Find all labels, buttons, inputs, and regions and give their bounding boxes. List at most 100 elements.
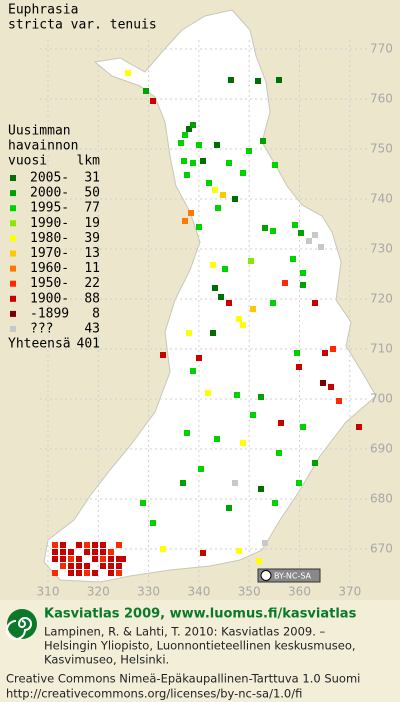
observation-cell — [92, 549, 98, 555]
observation-cell — [300, 424, 306, 430]
legend-count: 19 — [84, 216, 100, 231]
observation-cell — [68, 556, 74, 562]
observation-cell — [60, 556, 66, 562]
observation-cell — [296, 480, 302, 486]
observation-cell — [210, 262, 216, 268]
observation-cell — [190, 160, 196, 166]
legend-label: ??? — [30, 322, 53, 337]
observation-cell — [182, 218, 188, 224]
legend-swatch — [10, 190, 16, 197]
observation-cell — [60, 563, 66, 569]
observation-cell — [294, 350, 300, 356]
legend-count: 43 — [84, 322, 100, 337]
cc-badge-text: BY-NC-SA — [274, 572, 312, 581]
x-coordinate-label: 310 — [37, 585, 60, 599]
observation-cell — [250, 412, 256, 418]
observation-cell — [215, 205, 221, 211]
legend-label: 1950- — [30, 276, 69, 291]
observation-cell — [120, 556, 126, 562]
legend-count: 8 — [92, 306, 100, 321]
observation-cell — [92, 556, 98, 562]
title: stricta var. tenuis — [8, 18, 157, 33]
legend-swatch — [10, 205, 16, 212]
y-coordinate-label: 680 — [370, 492, 393, 506]
observation-cell — [68, 549, 74, 555]
observation-cell — [240, 440, 246, 446]
observation-cell — [100, 549, 106, 555]
observation-cell — [184, 172, 190, 178]
observation-cell — [320, 380, 326, 386]
observation-cell — [272, 162, 278, 168]
legend-label: 2000- — [30, 186, 69, 201]
grid — [40, 40, 368, 585]
legend-count: 22 — [84, 276, 100, 291]
observation-cell — [84, 549, 90, 555]
legend-year-header: vuosi — [8, 154, 47, 169]
y-coordinate-label: 750 — [370, 142, 393, 156]
observation-cell — [140, 500, 146, 506]
observation-cell — [214, 142, 220, 148]
observation-cell — [260, 138, 266, 144]
legend-label: 1980- — [30, 231, 69, 246]
observation-cell — [196, 142, 202, 148]
observation-cell — [68, 570, 74, 576]
legend-swatch — [10, 235, 16, 242]
observation-cell — [262, 540, 268, 546]
observation-cell — [258, 394, 264, 400]
y-coordinate-label: 670 — [370, 542, 393, 556]
observation-cell — [278, 420, 284, 426]
observation-cell — [250, 306, 256, 312]
observation-cells — [52, 70, 362, 576]
y-coordinate-label: 740 — [370, 192, 393, 206]
observation-cell — [220, 192, 226, 198]
observation-cell — [160, 546, 166, 552]
observation-cell — [328, 384, 334, 390]
observation-cell — [258, 486, 264, 492]
observation-cell — [240, 322, 246, 328]
observation-cell — [200, 158, 206, 164]
observation-cell — [248, 258, 254, 264]
x-coordinate-label: 350 — [238, 585, 261, 599]
observation-cell — [190, 368, 196, 374]
legend-count: 31 — [84, 171, 100, 186]
observation-cell — [182, 132, 188, 138]
observation-cell — [160, 352, 166, 358]
legend-label: 1960- — [30, 261, 69, 276]
legend-swatch — [10, 265, 16, 272]
observation-cell — [296, 364, 302, 370]
legend-label: 1995- — [30, 201, 69, 216]
observation-cell — [108, 556, 114, 562]
observation-cell — [108, 570, 114, 576]
legend-label: 2005- — [30, 171, 69, 186]
observation-cell — [52, 549, 58, 555]
observation-cell — [236, 316, 242, 322]
observation-cell — [270, 300, 276, 306]
cc-badge: BY-NC-SA — [257, 568, 321, 583]
observation-cell — [84, 563, 90, 569]
legend-swatch — [10, 220, 16, 227]
y-coordinate-label: 760 — [370, 92, 393, 106]
legend-count: 50 — [84, 186, 100, 201]
observation-cell — [312, 460, 318, 466]
observation-cell — [210, 330, 216, 336]
observation-cell — [181, 158, 187, 164]
observation-cell — [212, 187, 218, 193]
legend-heading: havainnon — [8, 139, 78, 154]
observation-cell — [60, 549, 66, 555]
observation-cell — [356, 424, 362, 430]
observation-cell — [226, 160, 232, 166]
observation-cell — [108, 563, 114, 569]
observation-cell — [232, 196, 238, 202]
observation-cell — [186, 330, 192, 336]
license: Creative Commons Nimeä-Epäkaupallinen-Ta… — [6, 672, 360, 686]
observation-cell — [270, 228, 276, 234]
observation-cell — [100, 563, 106, 569]
observation-cell — [52, 570, 58, 576]
observation-cell — [205, 390, 211, 396]
observation-cell — [232, 480, 238, 486]
observation-cell — [178, 140, 184, 146]
observation-cell — [76, 556, 82, 562]
x-coordinate-label: 370 — [338, 585, 361, 599]
observation-cell — [150, 520, 156, 526]
observation-cell — [76, 563, 82, 569]
